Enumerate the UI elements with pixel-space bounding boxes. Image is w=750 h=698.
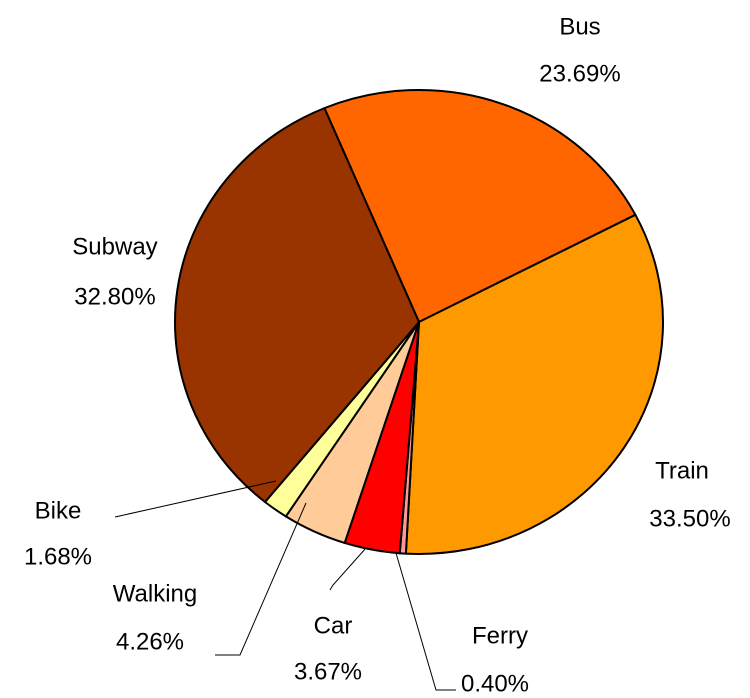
slice-value-label: 1.68%: [24, 543, 92, 570]
leader-line: [215, 502, 307, 656]
leader-line: [329, 547, 367, 591]
slice-label: Car: [314, 612, 353, 639]
leader-line: [395, 552, 456, 691]
slice-value-label: 32.80%: [74, 283, 155, 310]
slice-value-label: 3.67%: [294, 658, 362, 685]
slice-label: Bike: [35, 497, 82, 524]
slice-label: Walking: [113, 580, 197, 607]
slice-label: Ferry: [472, 622, 528, 649]
slice-label: Subway: [72, 233, 157, 260]
pie-slice: [404, 213, 664, 555]
slice-value-label: 33.50%: [649, 505, 730, 532]
slice-label: Train: [655, 457, 709, 484]
leader-line: [114, 480, 277, 518]
slice-value-label: 4.26%: [116, 628, 184, 655]
pie-slice: [174, 106, 421, 504]
slice-label: Bus: [559, 13, 600, 40]
pie-slice: [323, 89, 637, 324]
slice-value-label: 0.40%: [461, 670, 529, 697]
slice-value-label: 23.69%: [539, 60, 620, 87]
